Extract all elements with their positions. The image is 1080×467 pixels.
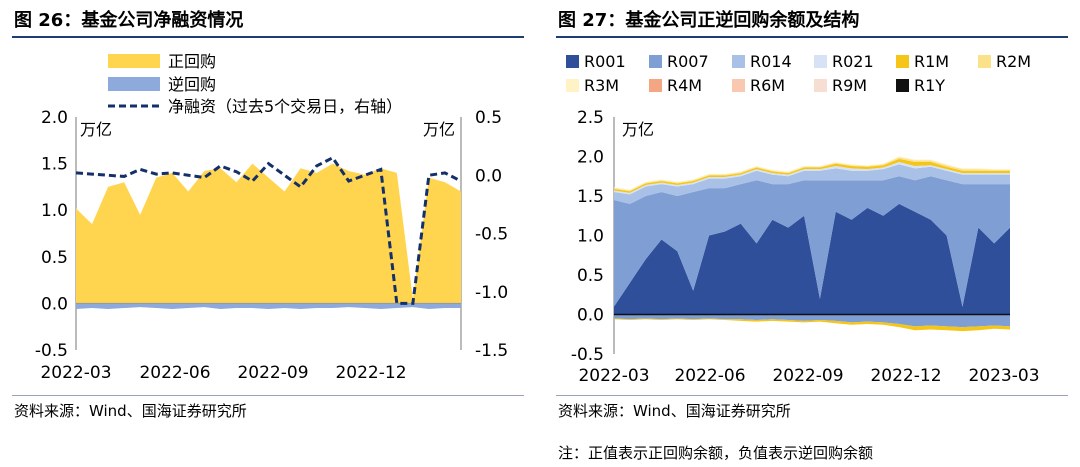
y-tick-right: -0.5 [475, 225, 508, 245]
legend-label: R3M [584, 76, 619, 95]
y-tick-right: -1.5 [475, 341, 508, 361]
chart-title: 图 27：基金公司正逆回购余额及结构 [558, 10, 860, 31]
legend-label: R001 [584, 52, 626, 71]
x-tick: 2022-03 [578, 366, 649, 386]
legend-label: 逆回购 [168, 75, 216, 94]
legend-label: 正回购 [168, 52, 216, 71]
legend-label: R1Y [914, 76, 945, 95]
legend-swatch [814, 79, 827, 92]
y-tick-left: 0.5 [41, 248, 68, 268]
y-tick-left: 2.0 [41, 108, 68, 128]
legend-swatch [566, 55, 579, 68]
y-tick: 0.0 [577, 306, 604, 326]
panel-fund-net-financing: 图 26：基金公司净融资情况 2.0 1.5 1.0 0.5 0.0 -0.5 0.5 0.0… [0, 0, 536, 467]
chart-left-svg: 2.0 1.5 1.0 0.5 0.0 -0.5 0.5 0.0 -0.5 -1.0 -1.5 202… [35, 52, 508, 383]
legend-label: R2M [996, 52, 1031, 71]
source-rule [556, 395, 1068, 396]
y-tick: 2.5 [577, 108, 604, 128]
legend-swatch [649, 79, 662, 92]
y-tick-right: -1.0 [475, 283, 508, 303]
y-tick-left: -0.5 [35, 341, 68, 361]
series-area-r001 [614, 203, 1010, 315]
x-tick: 2023-03 [968, 366, 1039, 386]
legend-swatch [896, 79, 909, 92]
y-tick-left: 1.5 [41, 155, 68, 175]
source-text: 资料来源：Wind、国海证券研究所 [558, 402, 791, 420]
y-unit: 万亿 [622, 120, 654, 139]
legend-swatch [108, 54, 160, 68]
series-area-reverse-total [614, 314, 1010, 328]
y-tick: 1.0 [577, 227, 604, 247]
legend-label: R4M [667, 76, 702, 95]
x-tick: 2022-06 [674, 366, 745, 386]
y-tick-right: 0.0 [475, 166, 502, 186]
legend-label: R6M [750, 76, 785, 95]
y-tick: -0.5 [571, 345, 604, 365]
title-rule [556, 36, 1068, 38]
series-area-r014 [614, 164, 1010, 204]
x-tick: 2022-12 [870, 366, 941, 386]
legend-swatch [732, 79, 745, 92]
y-tick-left: 1.0 [41, 201, 68, 221]
legend-swatch [814, 55, 827, 68]
series-area-r007 [614, 176, 1010, 307]
legend-swatch [732, 55, 745, 68]
legend-swatch [566, 79, 579, 92]
series-line-net-financing [75, 155, 462, 305]
series-area-reverse-r1m [614, 318, 1010, 332]
y-tick-left: 0.0 [41, 294, 68, 314]
x-tick: 2022-09 [772, 366, 843, 386]
y-tick-right: 0.5 [475, 108, 502, 128]
legend-label: R007 [667, 52, 709, 71]
y-unit-left: 万亿 [80, 120, 112, 139]
x-tick: 2022-03 [40, 363, 111, 383]
chart-title: 图 26：基金公司净融资情况 [14, 10, 244, 31]
series-area-repo [76, 163, 461, 304]
x-tick: 2022-12 [335, 363, 406, 383]
y-tick: 2.0 [577, 148, 604, 168]
source-rule [12, 395, 524, 396]
legend-swatch [649, 55, 662, 68]
legend-swatch [896, 55, 909, 68]
y-tick: 0.5 [577, 266, 604, 286]
source-text: 资料来源：Wind、国海证券研究所 [14, 402, 247, 420]
panel-fund-repo-structure: 图 27：基金公司正逆回购余额及结构 2.5 2.0 1.5 1.0 0.5 0.0 -0.… [544, 0, 1080, 467]
legend-label: R9M [832, 76, 867, 95]
y-tick: 1.5 [577, 187, 604, 207]
legend-label: R021 [832, 52, 874, 71]
legend-swatch [108, 77, 160, 91]
y-unit-right: 万亿 [423, 120, 455, 139]
title-rule [12, 36, 524, 38]
legend-label: 净融资（过去5个交易日，右轴） [168, 97, 402, 116]
series-area-reverse-repo [76, 303, 461, 309]
x-tick: 2022-06 [139, 363, 210, 383]
legend-label: R014 [750, 52, 792, 71]
note-text: 注：正值表示正回购余额，负值表示逆回购余额 [558, 444, 874, 462]
legend-swatch [978, 55, 991, 68]
legend-label: R1M [914, 52, 949, 71]
x-tick: 2022-09 [237, 363, 308, 383]
